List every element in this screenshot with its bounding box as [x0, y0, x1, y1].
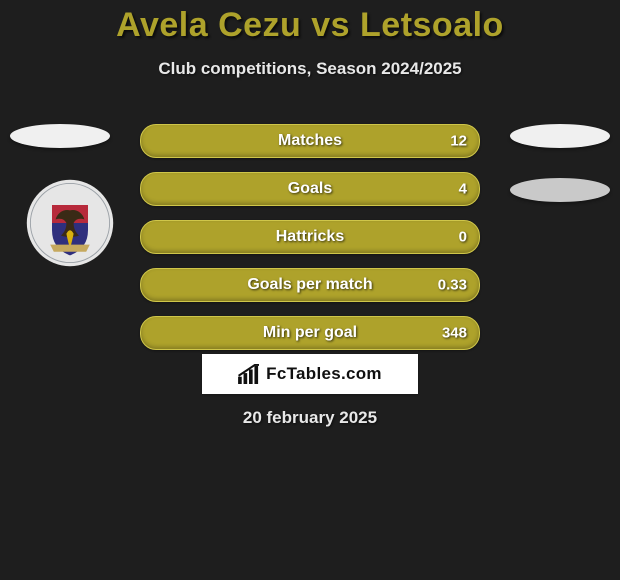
page-title: Avela Cezu vs Letsoalo [0, 0, 620, 45]
team-right-secondary-ellipse [510, 178, 610, 202]
team-right-placeholder-ellipse [510, 124, 610, 148]
stats-bars: Matches12 Goals4 Hattricks0 Goals per match… [140, 124, 480, 364]
stat-bar-value: 348 [442, 325, 467, 342]
stat-bar: Goals per match0.33 [140, 268, 480, 302]
page-subtitle: Club competitions, Season 2024/2025 [0, 59, 620, 79]
stat-bar-value: 12 [450, 133, 467, 150]
stat-bar: Matches12 [140, 124, 480, 158]
stat-bar: Hattricks0 [140, 220, 480, 254]
team-left-placeholder-ellipse [10, 124, 110, 148]
stat-bar: Goals4 [140, 172, 480, 206]
brand-text: FcTables.com [266, 364, 382, 384]
stat-bar-label: Hattricks [141, 228, 479, 246]
stat-bar-value: 0 [459, 229, 467, 246]
stat-bar-label: Goals [141, 180, 479, 198]
footer-date: 20 february 2025 [0, 408, 620, 428]
stat-bar-label: Min per goal [141, 324, 479, 342]
stat-bar: Min per goal348 [140, 316, 480, 350]
bar-chart-icon [238, 364, 260, 384]
stat-bar-label: Matches [141, 132, 479, 150]
club-crest [20, 178, 120, 268]
stat-bar-value: 0.33 [438, 277, 467, 294]
stat-bar-label: Goals per match [141, 276, 479, 294]
brand-badge: FcTables.com [202, 354, 418, 394]
stat-bar-value: 4 [459, 181, 467, 198]
